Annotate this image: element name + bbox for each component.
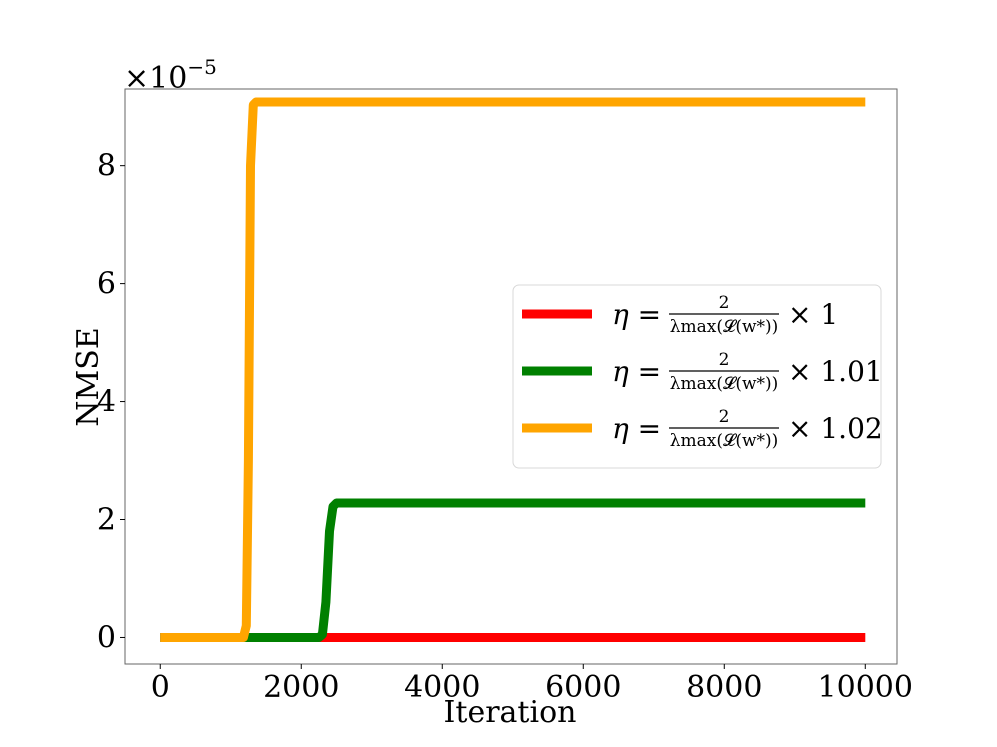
legend-fraction-denominator: λmax(𝓛(w*)) [670, 374, 779, 394]
x-tick-label: 8000 [686, 670, 762, 705]
x-tick-label: 4000 [404, 670, 480, 705]
x-tick-label: 6000 [545, 670, 621, 705]
y-scale-label: ×10−5 [124, 55, 217, 96]
series-line-3 [160, 97, 866, 642]
legend-factor: × 1.02 [788, 412, 883, 445]
legend-box [512, 284, 882, 469]
y-axis-label: NMSE [71, 327, 106, 426]
legend-entry-1: η = 2 λmax(𝓛(w*)) × 1 [522, 293, 838, 337]
y-axis-ticks: 0 2 4 6 8 [97, 149, 125, 655]
legend-factor: × 1 [788, 298, 838, 331]
y-tick-label: 8 [97, 149, 116, 184]
y-tick-label: 2 [97, 503, 116, 538]
legend-fraction-numerator: 2 [719, 407, 730, 427]
legend-fraction-denominator: λmax(𝓛(w*)) [670, 317, 779, 337]
legend-factor: × 1.01 [788, 355, 883, 388]
legend-eta: η = [612, 355, 661, 388]
legend-eta: η = [612, 412, 661, 445]
legend-fraction-numerator: 2 [719, 293, 730, 313]
legend-eta: η = [612, 298, 661, 331]
legend-entry-2: η = 2 λmax(𝓛(w*)) × 1.01 [522, 350, 883, 394]
x-axis-label: Iteration [444, 695, 577, 730]
x-tick-label: 0 [151, 670, 170, 705]
x-axis-ticks: 0 2000 4000 6000 8000 10000 [151, 664, 913, 705]
plot-frame [124, 88, 898, 665]
series-line-2 [160, 498, 866, 642]
series-layer [160, 97, 866, 642]
y-tick-label: 6 [97, 267, 116, 302]
legend-fraction-denominator: λmax(𝓛(w*)) [670, 431, 779, 451]
y-tick-label: 4 [97, 385, 116, 420]
y-tick-label: 0 [97, 620, 116, 655]
x-tick-label: 10000 [818, 670, 913, 705]
legend-entry-3: η = 2 λmax(𝓛(w*)) × 1.02 [522, 407, 883, 451]
legend-fraction-numerator: 2 [719, 350, 730, 370]
x-tick-label: 2000 [263, 670, 339, 705]
